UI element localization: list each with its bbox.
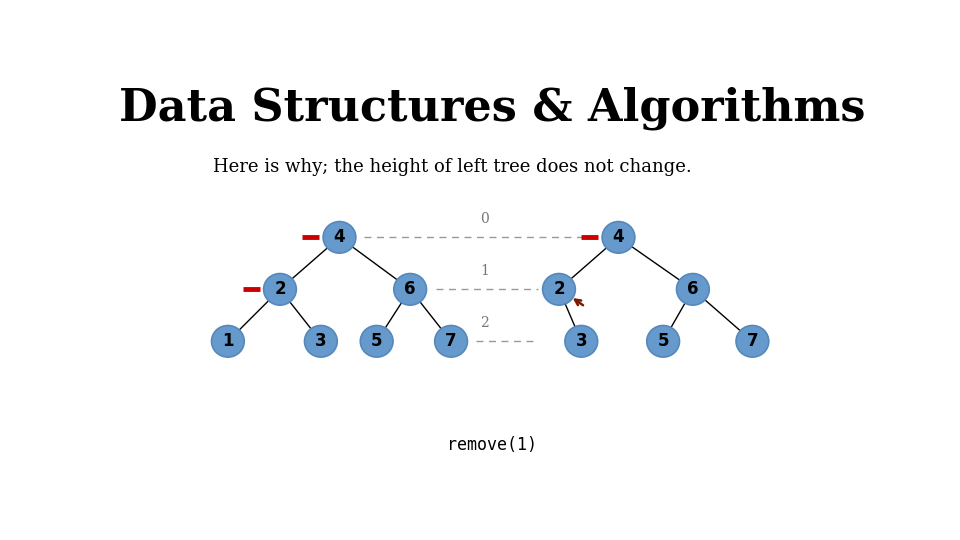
- Text: 3: 3: [575, 332, 588, 350]
- Ellipse shape: [264, 274, 297, 305]
- Text: 7: 7: [747, 332, 758, 350]
- Ellipse shape: [394, 274, 426, 305]
- Ellipse shape: [542, 274, 575, 305]
- Text: 6: 6: [687, 280, 699, 298]
- Text: 2: 2: [480, 315, 489, 329]
- Text: 5: 5: [658, 332, 669, 350]
- Text: Data Structures & Algorithms: Data Structures & Algorithms: [119, 87, 865, 130]
- Text: 6: 6: [404, 280, 416, 298]
- Ellipse shape: [564, 326, 598, 357]
- Text: 3: 3: [315, 332, 326, 350]
- Text: 7: 7: [445, 332, 457, 350]
- Ellipse shape: [304, 326, 337, 357]
- Text: 5: 5: [371, 332, 382, 350]
- Text: 1: 1: [480, 264, 489, 278]
- Ellipse shape: [324, 221, 356, 253]
- Ellipse shape: [360, 326, 393, 357]
- Text: remove(1): remove(1): [447, 436, 537, 454]
- Ellipse shape: [736, 326, 769, 357]
- Text: 4: 4: [612, 228, 624, 246]
- Ellipse shape: [435, 326, 468, 357]
- Ellipse shape: [602, 221, 635, 253]
- Text: 2: 2: [553, 280, 564, 298]
- Ellipse shape: [647, 326, 680, 357]
- Text: Here is why; the height of left tree does not change.: Here is why; the height of left tree doe…: [213, 158, 692, 176]
- Text: 0: 0: [480, 212, 489, 226]
- Text: 2: 2: [275, 280, 286, 298]
- Ellipse shape: [211, 326, 244, 357]
- Ellipse shape: [677, 274, 709, 305]
- Text: 1: 1: [222, 332, 233, 350]
- Text: 4: 4: [334, 228, 346, 246]
